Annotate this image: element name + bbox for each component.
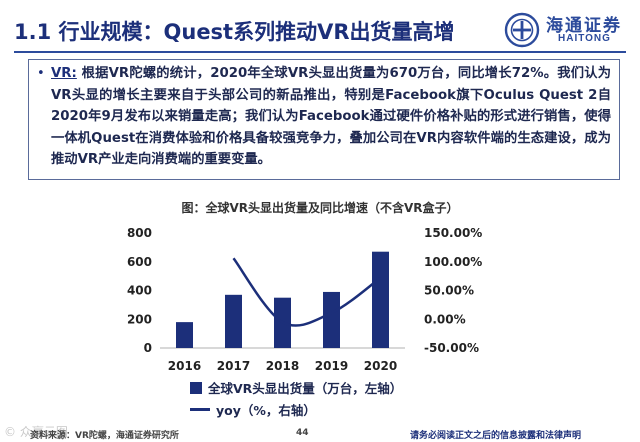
y-right-tick-label: -50.00% (424, 341, 479, 355)
bar-2020 (372, 251, 389, 348)
haitong-logo-icon (504, 12, 540, 48)
x-tick-label: 2020 (364, 359, 397, 373)
bullet-keyword: VR: (51, 66, 77, 81)
x-tick-label: 2018 (266, 359, 299, 373)
footer-disclaimer: 请务必阅读正文之后的信息披露和法律声明 (410, 431, 582, 441)
watermark-text: © 众赢云图 (4, 425, 68, 439)
summary-paragraph: VR: 根据VR陀螺的统计，2020年全球VR头显出货量为670万台，同比增长7… (51, 63, 611, 171)
logo-english-text: HAITONG (558, 33, 611, 44)
y-left-tick-label: 800 (127, 226, 152, 240)
yoy-line (232, 257, 382, 327)
y-left-tick-label: 600 (127, 255, 152, 269)
legend-line-entry: yoy（%，右轴） (190, 400, 316, 419)
y-left-tick-label: 200 (127, 312, 152, 326)
bar-2016 (176, 322, 193, 348)
logo-chinese-text: 海通证券 (546, 16, 622, 36)
legend-bar-swatch (190, 381, 202, 394)
bar-2017 (225, 294, 242, 348)
slide-header: 1.1 行业规模：Quest系列推动VR出货量高增 海通证券 HAITONG (0, 0, 640, 56)
y-right-tick-label: 100.00% (424, 255, 482, 269)
y-left-tick-label: 400 (127, 284, 152, 298)
page-title: 1.1 行业规模：Quest系列推动VR出货量高增 (14, 20, 455, 44)
bullet-icon: • (37, 66, 45, 81)
x-tick-label: 2019 (315, 359, 348, 373)
x-tick-label: 2016 (168, 359, 201, 373)
y-right-tick-label: 50.00% (424, 284, 474, 298)
header-divider (14, 51, 626, 53)
company-logo: 海通证券 HAITONG (504, 10, 632, 50)
bullet-text: 根据VR陀螺的统计，2020年全球VR头显出货量为670万台，同比增长72%。我… (51, 66, 611, 167)
bar-2019 (323, 291, 340, 348)
footer-source: 资料来源：VR陀螺，海通证券研究所 (30, 431, 179, 441)
legend-line-label: yoy（%，右轴） (216, 403, 316, 418)
y-left-tick-label: 0 (144, 341, 152, 355)
legend-bar-label: 全球VR头显出货量（万台，左轴） (208, 381, 403, 396)
page-number: 44 (296, 428, 309, 438)
x-tick-label: 2017 (217, 359, 250, 373)
chart-title: 图：全球VR头显出货量及同比增速（不含VR盒子） (181, 201, 459, 215)
y-right-tick-label: 150.00% (424, 226, 482, 240)
legend-line-swatch (190, 408, 210, 411)
summary-box: • VR: 根据VR陀螺的统计，2020年全球VR头显出货量为670万台，同比增… (28, 59, 620, 180)
y-right-tick-label: 0.00% (424, 312, 466, 326)
legend-bar-entry: 全球VR头显出货量（万台，左轴） (190, 378, 402, 397)
